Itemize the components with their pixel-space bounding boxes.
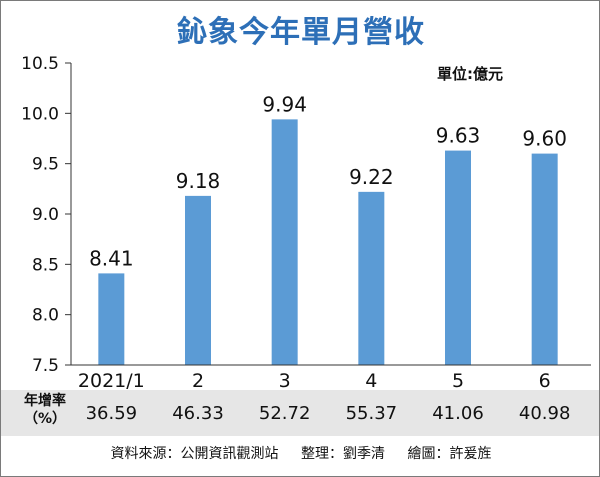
editor-credit: 整理：劉季清: [301, 446, 385, 462]
credits-footer: 資料來源：公開資訊觀測站 整理：劉季清 繪圖：許爰旌: [1, 443, 600, 463]
growth-value: 36.59: [85, 403, 138, 424]
growth-value: 52.72: [258, 403, 311, 424]
bar-value-label: 9.22: [349, 165, 394, 189]
y-tick-label: 10.5: [21, 54, 59, 74]
x-tick-label: 4: [365, 370, 377, 391]
unit-label: 單位:億元: [437, 65, 503, 83]
y-tick-label: 10.0: [21, 104, 59, 124]
bar: [271, 119, 298, 365]
bar-value-label: 9.60: [522, 127, 567, 151]
growth-value: 41.06: [432, 403, 484, 424]
y-tick-label: 9.5: [32, 155, 59, 175]
artist-credit: 繪圖：許爰旌: [407, 446, 492, 462]
growth-row-band: [1, 390, 599, 436]
source-credit: 資料來源：公開資訊觀測站: [110, 446, 279, 462]
bar-value-label: 9.63: [436, 124, 481, 148]
x-axis: 2021/1 2 3 4 5 6: [71, 364, 591, 391]
x-tick-label: 2: [192, 370, 204, 391]
chart-title: 鈊象今年單月營收: [177, 15, 425, 50]
growth-value: 40.98: [518, 403, 571, 424]
growth-value: 55.37: [345, 403, 398, 424]
y-axis: 7.5 8.0 8.5 9.0 9.5 10.0 10.5: [21, 54, 72, 376]
bar: [98, 273, 125, 365]
x-tick-label: 3: [279, 370, 291, 391]
y-tick-label: 8.5: [32, 255, 59, 275]
bar: [358, 191, 385, 365]
x-tick-label: 5: [452, 370, 464, 391]
bar: [185, 195, 211, 365]
growth-value: 46.33: [172, 403, 224, 424]
growth-row-label: 年增率（%）: [23, 393, 67, 427]
x-tick-label: 2021/1: [78, 370, 145, 391]
y-tick-label: 8.0: [32, 306, 59, 326]
y-tick-label: 9.0: [32, 205, 59, 225]
bar: [445, 150, 471, 365]
x-tick-label: 6: [539, 370, 551, 391]
bar-chart: 7.5 8.0 8.5 9.0 9.5 10.0 10.5 8.41 9.18 9.94 9.22…: [21, 54, 591, 391]
bars: 8.41 9.18 9.94 9.22 9.63 9.60: [89, 92, 567, 365]
bar-value-label: 8.41: [89, 246, 134, 270]
bar-value-label: 9.94: [262, 92, 307, 116]
y-tick-label: 7.5: [32, 356, 59, 376]
bar-value-label: 9.18: [176, 169, 221, 193]
bar: [531, 153, 558, 365]
